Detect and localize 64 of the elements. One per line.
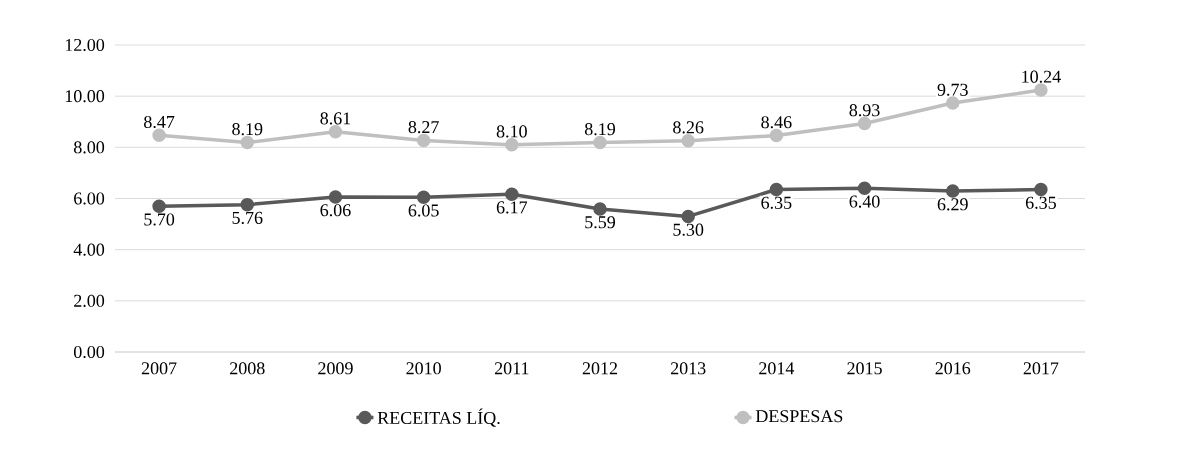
data-label: 6.29 [937, 198, 968, 211]
x-tick-label: 2017 [1023, 362, 1059, 375]
x-tick-label: 2014 [759, 362, 795, 375]
y-tick-label: 12.00 [65, 38, 105, 52]
y-tick-label: 10.00 [65, 90, 105, 103]
data-label: 10.24 [1022, 70, 1061, 83]
data-label: 9.73 [937, 83, 968, 96]
y-tick-label: 6.00 [74, 192, 105, 205]
data-label: 5.59 [585, 216, 616, 229]
data-label: 8.26 [673, 121, 704, 134]
y-tick-label: 2.00 [74, 294, 105, 307]
point [152, 128, 166, 143]
data-label: 6.06 [320, 204, 351, 217]
data-label: 6.05 [408, 204, 439, 217]
y-tick-label: 4.00 [73, 243, 105, 256]
data-label: 8.10 [496, 125, 527, 138]
point [328, 124, 343, 139]
point [681, 209, 695, 224]
x-tick-label: 2008 [230, 362, 265, 375]
data-label: 8.19 [584, 123, 616, 136]
data-label: 6.40 [849, 195, 880, 208]
data-label: 6.17 [496, 201, 528, 214]
point [945, 96, 960, 110]
point [1034, 83, 1048, 97]
point [416, 190, 431, 204]
x-tick-label: 2013 [670, 362, 706, 375]
x-tick-label: 2007 [141, 362, 177, 375]
point [593, 135, 607, 150]
y-tick-label: 0.00 [74, 345, 105, 359]
point [945, 184, 960, 198]
point [857, 181, 872, 196]
data-label: 5.30 [673, 223, 704, 236]
point [681, 133, 695, 148]
y-tick-label: 8.00 [74, 141, 105, 154]
x-tick-label: 2016 [935, 362, 971, 375]
x-tick-label: 2009 [318, 362, 353, 375]
data-label: 8.27 [408, 121, 439, 134]
point [328, 190, 343, 204]
data-label: 6.35 [1025, 196, 1056, 209]
data-label: 5.76 [232, 211, 263, 225]
x-tick-label: 2012 [582, 362, 618, 375]
point [769, 128, 784, 143]
data-label: 8.61 [320, 112, 351, 125]
data-label: 8.93 [849, 104, 880, 117]
x-tick-label: 2010 [406, 362, 441, 375]
point [416, 133, 431, 148]
legend-label: RECEITAS LÍQ. [377, 408, 500, 427]
data-label: 6.35 [761, 196, 792, 209]
x-tick-label: 2011 [494, 362, 529, 375]
data-label: 8.46 [761, 116, 792, 129]
point [1034, 182, 1048, 197]
point [505, 138, 519, 152]
point [240, 197, 255, 212]
point [857, 116, 872, 131]
point [769, 182, 784, 197]
x-tick-label: 2015 [847, 362, 882, 375]
data-label: 8.47 [144, 115, 175, 129]
point [240, 135, 255, 150]
data-label: 5.70 [144, 213, 175, 226]
legend-label: DESPESAS [755, 410, 843, 423]
point [593, 202, 607, 216]
point [152, 199, 166, 213]
point [505, 187, 519, 201]
data-label: 8.19 [232, 123, 263, 136]
